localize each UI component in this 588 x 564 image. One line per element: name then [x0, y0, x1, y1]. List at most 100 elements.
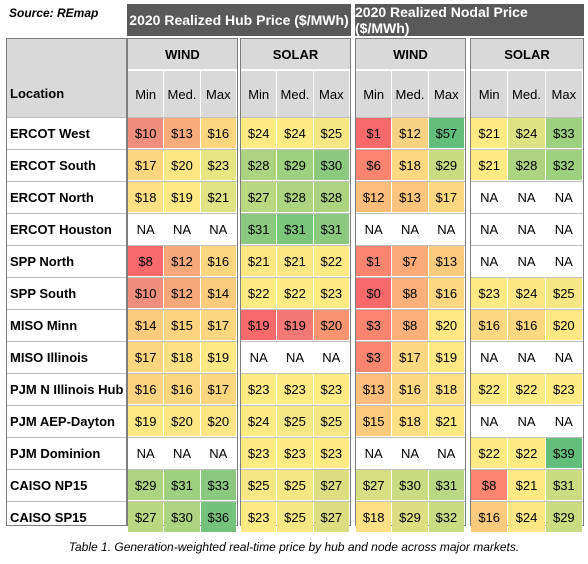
price-cell: $24	[508, 118, 545, 148]
location-cell: ERCOT South	[10, 157, 96, 173]
price-cell: $20	[313, 310, 349, 340]
price-cell: $17	[200, 310, 236, 340]
row-divider	[471, 405, 583, 406]
row-divider	[7, 245, 126, 246]
row-divider	[471, 117, 583, 118]
source-label: Source: REmap	[9, 6, 99, 20]
price-cell: $16	[508, 310, 545, 340]
nodal-wind-col-1: Med.	[392, 71, 428, 117]
price-cell: $13	[428, 246, 464, 276]
price-cell: $29	[545, 502, 582, 532]
row-divider	[7, 501, 126, 502]
price-cell: $16	[200, 118, 236, 148]
price-cell: $19	[428, 342, 464, 372]
price-cell: $23	[200, 150, 236, 180]
hub-solar-col-1: Med.	[277, 71, 313, 117]
price-cell: $27	[128, 502, 164, 532]
hub-wind-col-0: Min	[128, 71, 164, 117]
price-cell: NA	[128, 214, 164, 244]
price-cell: $21	[471, 118, 508, 148]
price-cell: NA	[508, 342, 545, 372]
price-cell: $17	[128, 150, 164, 180]
row-divider	[241, 245, 350, 246]
row-divider	[471, 245, 583, 246]
row-divider	[128, 373, 237, 374]
price-cell: NA	[545, 406, 582, 436]
price-cell: $18	[392, 406, 428, 436]
price-cell: NA	[471, 246, 508, 276]
price-cell: $33	[200, 470, 236, 500]
price-cell: $57	[428, 118, 464, 148]
row-divider	[128, 437, 237, 438]
price-cell: $27	[313, 470, 349, 500]
price-cell: $27	[313, 502, 349, 532]
row-divider	[471, 149, 583, 150]
hub-solar-header: SOLAR	[241, 39, 350, 69]
price-cell: $31	[428, 470, 464, 500]
price-cell: NA	[392, 214, 428, 244]
row-divider	[356, 469, 465, 470]
price-cell: NA	[356, 214, 392, 244]
price-cell: $18	[164, 342, 200, 372]
price-cell: NA	[471, 182, 508, 212]
price-cell: $15	[356, 406, 392, 436]
price-cell: $23	[545, 374, 582, 404]
price-cell: $16	[164, 374, 200, 404]
price-cell: NA	[392, 438, 428, 468]
location-cell: ERCOT Houston	[10, 221, 112, 237]
price-cell: $18	[128, 182, 164, 212]
price-cell: $13	[356, 374, 392, 404]
price-cell: $20	[428, 310, 464, 340]
price-cell: $28	[241, 150, 277, 180]
row-divider	[356, 437, 465, 438]
hub-solar-col-2: Max	[313, 71, 349, 117]
row-divider	[7, 117, 126, 118]
price-cell: $22	[313, 246, 349, 276]
price-cell: NA	[164, 438, 200, 468]
row-divider	[128, 309, 237, 310]
price-cell: $23	[313, 374, 349, 404]
row-divider	[356, 501, 465, 502]
row-divider	[471, 501, 583, 502]
row-divider	[471, 277, 583, 278]
price-cell: NA	[200, 214, 236, 244]
row-divider	[471, 437, 583, 438]
price-cell: $15	[164, 310, 200, 340]
row-divider	[7, 213, 126, 214]
price-cell: NA	[200, 438, 236, 468]
nodal-price-header: 2020 Realized Nodal Price ($/MWh)	[355, 4, 584, 36]
price-cell: $29	[277, 150, 313, 180]
price-cell: $24	[241, 118, 277, 148]
price-cell: $18	[392, 150, 428, 180]
hub-solar-col-0: Min	[241, 71, 277, 117]
price-cell: NA	[471, 406, 508, 436]
price-cell: $13	[164, 118, 200, 148]
price-cell: $32	[545, 150, 582, 180]
price-cell: $14	[200, 278, 236, 308]
price-cell: $16	[128, 374, 164, 404]
price-cell: $14	[128, 310, 164, 340]
price-cell: $31	[277, 214, 313, 244]
price-cell: $29	[428, 150, 464, 180]
price-cell: $12	[164, 278, 200, 308]
location-cell: ERCOT North	[10, 189, 94, 205]
price-cell: $23	[277, 438, 313, 468]
price-cell: $10	[128, 278, 164, 308]
price-cell: $18	[428, 374, 464, 404]
price-cell: $23	[313, 438, 349, 468]
row-divider	[128, 149, 237, 150]
price-cell: NA	[508, 214, 545, 244]
price-cell: $23	[471, 278, 508, 308]
row-divider	[128, 501, 237, 502]
price-cell: $1	[356, 118, 392, 148]
price-cell: $30	[164, 502, 200, 532]
row-divider	[356, 277, 465, 278]
row-divider	[241, 469, 350, 470]
price-cell: $13	[392, 182, 428, 212]
location-cell: CAISO NP15	[10, 477, 88, 493]
price-cell: $24	[277, 118, 313, 148]
nodal-wind-col-2: Max	[428, 71, 464, 117]
price-cell: NA	[508, 246, 545, 276]
price-cell: $16	[392, 374, 428, 404]
